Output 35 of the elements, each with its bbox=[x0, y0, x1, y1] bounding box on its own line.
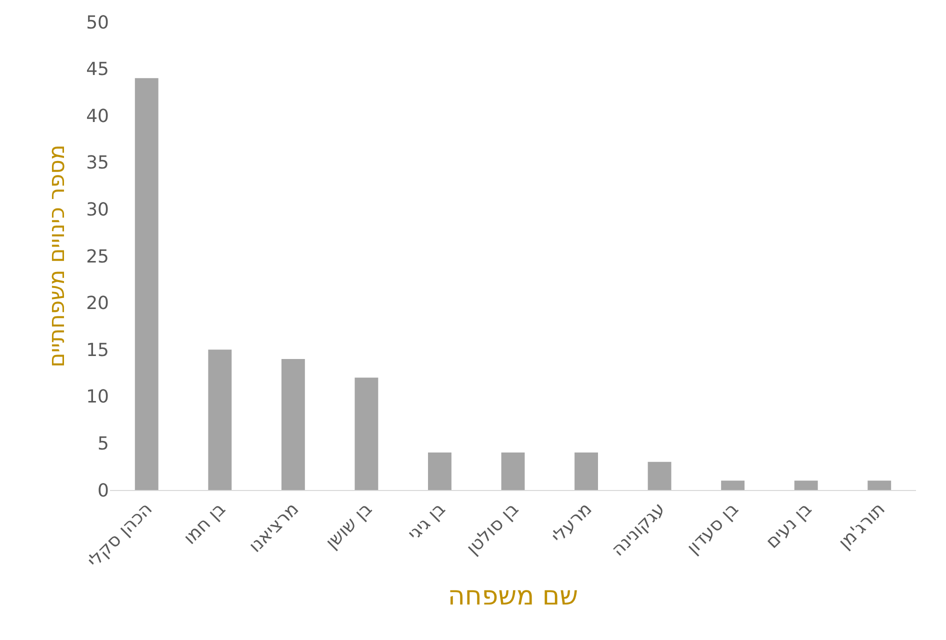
bar bbox=[574, 452, 598, 490]
x-tick-label: מרעלי bbox=[547, 498, 596, 548]
x-tick-label: בן חמו bbox=[180, 498, 230, 549]
bar bbox=[794, 480, 818, 490]
bar bbox=[501, 452, 525, 490]
bar bbox=[134, 78, 158, 490]
x-tick-label: עגקונינה bbox=[608, 498, 670, 561]
x-tick-label: בן סעדון bbox=[682, 498, 743, 558]
x-tick-label: בן סולטן bbox=[462, 498, 523, 560]
bar bbox=[428, 452, 452, 490]
y-tick-label: 40 bbox=[86, 106, 109, 127]
bar bbox=[868, 480, 892, 490]
bar bbox=[721, 480, 745, 490]
y-tick-label: 45 bbox=[86, 59, 109, 80]
x-tick-label: מרציאנו bbox=[244, 498, 304, 557]
y-tick-label: 10 bbox=[86, 386, 109, 408]
y-tick-label: 0 bbox=[98, 480, 109, 502]
bar bbox=[208, 350, 232, 490]
x-tick-label: בן שושן bbox=[322, 498, 376, 554]
y-tick-label: 50 bbox=[86, 12, 109, 34]
x-tick-label: הכהן סקלי bbox=[83, 498, 157, 572]
x-tick-label: בן נעים bbox=[762, 498, 816, 553]
bar bbox=[354, 378, 378, 490]
y-tick-label: 30 bbox=[86, 200, 109, 220]
y-tick-label: 25 bbox=[86, 246, 109, 268]
y-axis-title: מספר כינויים משפחתיים bbox=[44, 144, 70, 368]
x-tick-label: בן גיגי bbox=[404, 498, 450, 545]
y-tick-label: 35 bbox=[86, 152, 109, 174]
y-tick-label: 15 bbox=[86, 340, 109, 361]
bar bbox=[281, 358, 305, 490]
x-tick-label: תורג'מן bbox=[834, 498, 890, 554]
y-tick-label: 20 bbox=[86, 293, 109, 314]
x-axis-title: שם משפחה bbox=[448, 581, 578, 612]
bar bbox=[648, 462, 672, 490]
y-tick-label: 5 bbox=[98, 434, 109, 454]
